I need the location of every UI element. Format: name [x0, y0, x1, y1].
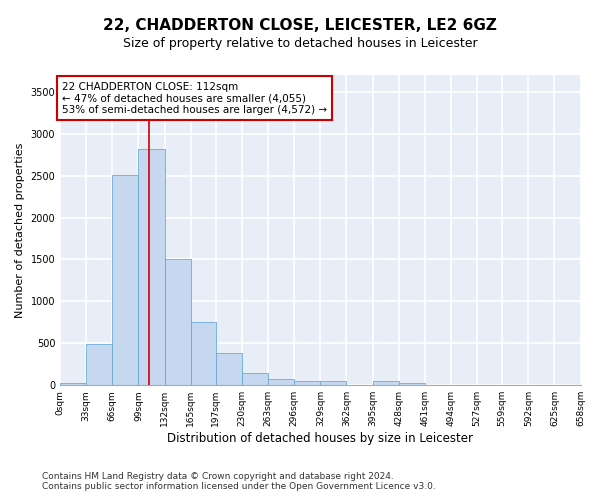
Bar [242, 374, 268, 385]
Text: 22 CHADDERTON CLOSE: 112sqm
← 47% of detached houses are smaller (4,055)
53% of : 22 CHADDERTON CLOSE: 112sqm ← 47% of det… [62, 82, 327, 115]
Bar [191, 322, 216, 385]
Bar [294, 380, 320, 385]
Bar [60, 382, 86, 385]
Bar [112, 175, 139, 385]
Bar [164, 258, 191, 385]
Bar [373, 380, 398, 385]
Bar [216, 353, 242, 385]
Bar [398, 383, 425, 385]
Text: Contains public sector information licensed under the Open Government Licence v3: Contains public sector information licen… [42, 482, 436, 491]
Text: Contains HM Land Registry data © Crown copyright and database right 2024.: Contains HM Land Registry data © Crown c… [42, 472, 394, 481]
X-axis label: Distribution of detached houses by size in Leicester: Distribution of detached houses by size … [167, 432, 473, 445]
Bar [86, 344, 112, 385]
Text: 22, CHADDERTON CLOSE, LEICESTER, LE2 6GZ: 22, CHADDERTON CLOSE, LEICESTER, LE2 6GZ [103, 18, 497, 32]
Y-axis label: Number of detached properties: Number of detached properties [15, 142, 25, 318]
Bar [268, 379, 294, 385]
Bar [320, 380, 346, 385]
Text: Size of property relative to detached houses in Leicester: Size of property relative to detached ho… [122, 38, 478, 51]
Bar [139, 149, 164, 385]
